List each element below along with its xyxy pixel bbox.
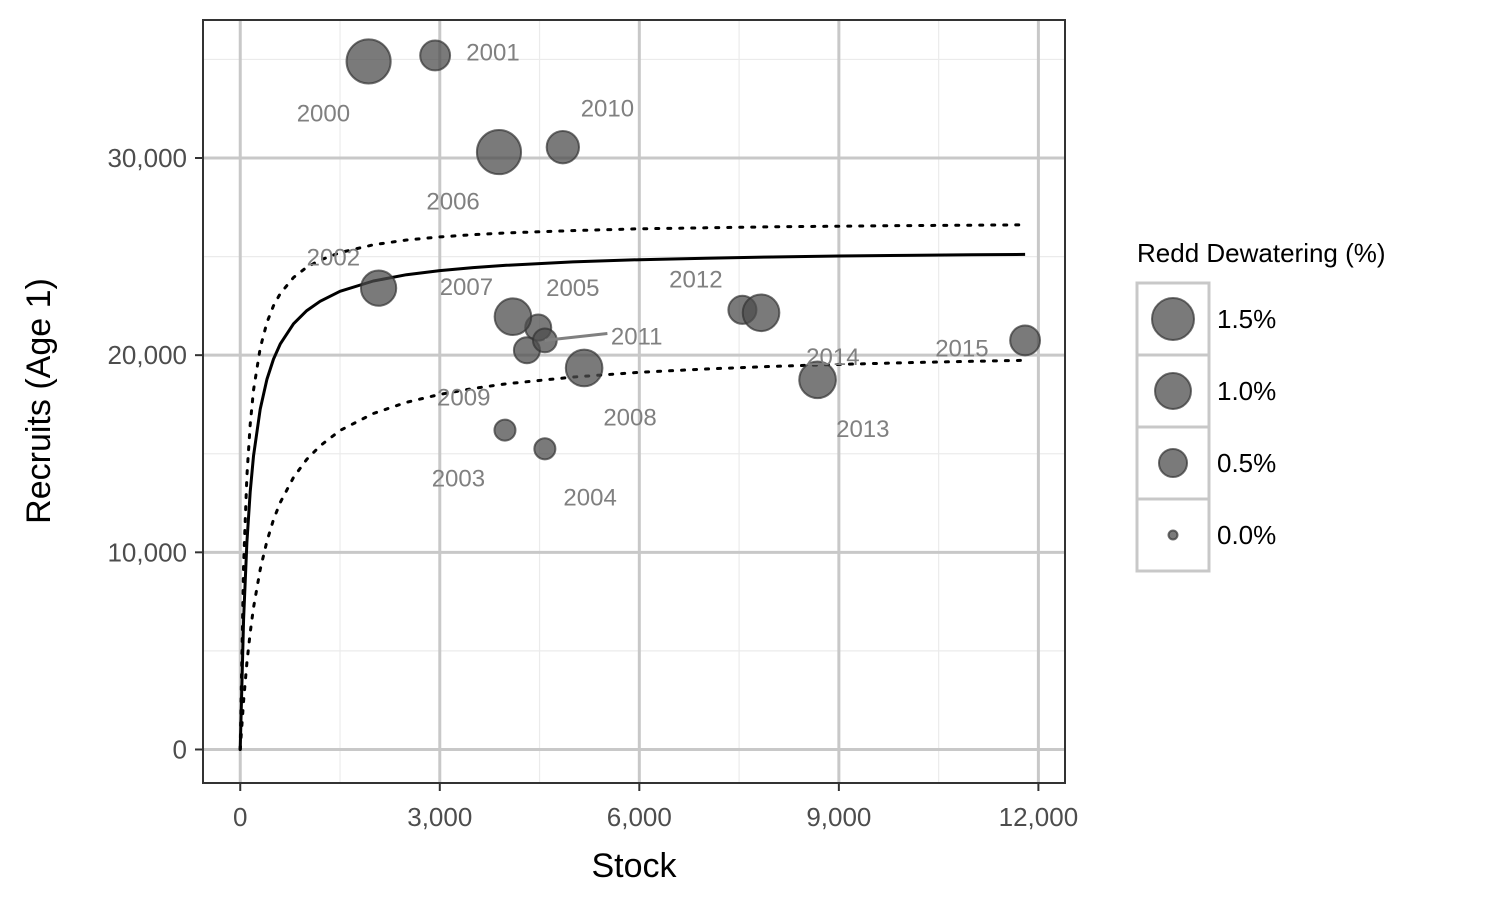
y-tick-label: 10,000: [107, 537, 187, 567]
legend-label: 1.5%: [1217, 304, 1276, 334]
data-point-2008: [564, 348, 604, 388]
panel-border: [202, 19, 1066, 784]
legend-key-symbol: [1154, 372, 1192, 410]
point-label-2012: 2012: [669, 266, 722, 293]
point-label-2010: 2010: [581, 96, 634, 123]
point-label-2008: 2008: [603, 404, 656, 431]
data-point-2004: [533, 437, 557, 461]
data-point-2002: [359, 269, 398, 307]
legend-key-box: [1135, 281, 1211, 357]
point-label-2003: 2003: [432, 465, 485, 492]
x-tick-label: 6,000: [607, 802, 672, 832]
legend-key-symbol: [1151, 297, 1195, 341]
minor-gridlines: [203, 20, 1065, 783]
y-tick-label: 30,000: [107, 143, 187, 173]
data-point-2007: [493, 297, 533, 337]
y-tick-label: 20,000: [107, 340, 187, 370]
legend-key-symbol: [1167, 529, 1179, 541]
y-axis: 0 10,000 20,000 30,000: [107, 143, 203, 764]
point-label-2013: 2013: [836, 416, 889, 443]
confidence-band-line-1: [238, 223, 1027, 751]
data-point-2015: [1009, 324, 1042, 357]
point-label-2009: 2009: [437, 385, 490, 412]
legend-key-symbol: [1157, 447, 1189, 479]
x-tick-label: 3,000: [407, 802, 472, 832]
legend-label: 0.0%: [1217, 520, 1276, 550]
panel-background: [203, 20, 1065, 783]
point-label-2005: 2005: [546, 275, 599, 302]
y-tick-label: 0: [173, 734, 187, 764]
x-axis: 0 3,000 6,000 9,000 12,000: [233, 783, 1078, 832]
data-point-2010: [545, 129, 580, 165]
data-point-2006: [475, 129, 523, 176]
legend-title: Redd Dewatering (%): [1137, 238, 1386, 268]
legend-label: 1.0%: [1217, 376, 1276, 406]
x-tick-label: 0: [233, 802, 247, 832]
point-label-2001: 2001: [466, 40, 519, 67]
point-label-2000: 2000: [297, 101, 350, 128]
point-label-2002: 2002: [307, 245, 360, 272]
x-tick-label: 12,000: [999, 802, 1079, 832]
data-point-2003: [493, 418, 517, 442]
data-point-2013: [798, 360, 837, 400]
major-gridlines: [203, 20, 1065, 783]
point-label-2014: 2014: [806, 344, 859, 371]
x-axis-title: Stock: [591, 847, 677, 885]
data-point-2001: [419, 39, 452, 72]
point-label-2004: 2004: [563, 485, 616, 512]
data-point-2000: [345, 38, 392, 85]
x-tick-label: 9,000: [806, 802, 871, 832]
fitted-curve-line: [238, 252, 1026, 750]
point-label-2011: 2011: [611, 323, 663, 350]
point-label-2015: 2015: [935, 335, 988, 362]
label-leader-line-2011: [544, 331, 608, 342]
point-label-2006: 2006: [426, 188, 479, 215]
legend-label: 0.5%: [1217, 448, 1276, 478]
point-labels: 2000 2001 2002 2003 2004 2005 2006 2007 2008 2009…: [297, 40, 989, 512]
y-axis-title: Recruits (Age 1): [20, 278, 58, 524]
point-label-2007: 2007: [440, 274, 493, 301]
legend: Redd Dewatering (%) 1.5% 1.0% 0.5% 0.0%: [1135, 238, 1386, 573]
fitted-curves: [238, 223, 1027, 751]
data-points: [345, 38, 1042, 461]
data-point-2014: [741, 293, 781, 333]
